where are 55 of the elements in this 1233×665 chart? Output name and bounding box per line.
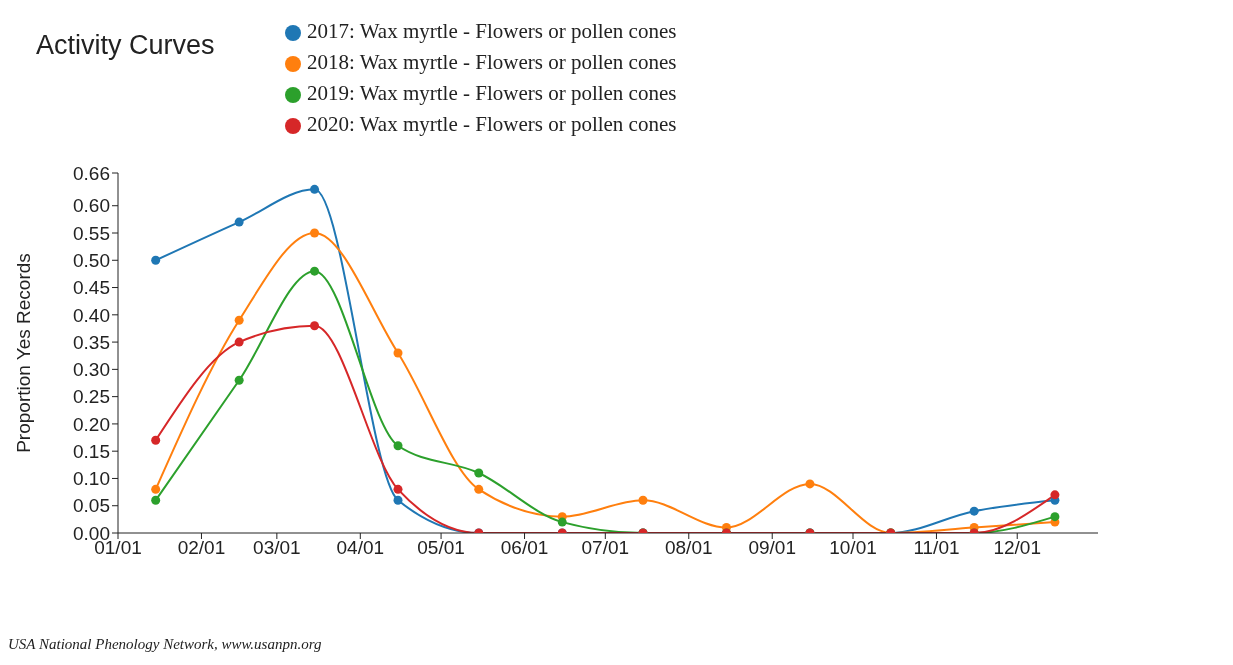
point	[234, 375, 244, 385]
y-tick-label: 0.45	[73, 277, 110, 299]
legend-label: 2020: Wax myrtle - Flowers or pollen cones	[307, 112, 677, 137]
point	[557, 517, 567, 527]
y-tick-label: 0.55	[73, 222, 110, 244]
x-tick-label: 05/01	[417, 537, 465, 559]
x-tick-label: 08/01	[665, 537, 713, 559]
legend-label: 2018: Wax myrtle - Flowers or pollen cones	[307, 50, 677, 75]
y-tick-label: 0.10	[73, 468, 110, 490]
point	[310, 266, 320, 276]
y-tick-label: 0.40	[73, 304, 110, 326]
point	[310, 184, 320, 194]
x-tick-label: 06/01	[500, 537, 549, 559]
x-tick-label: 09/01	[748, 537, 796, 559]
point	[1050, 512, 1060, 522]
x-tick-label: 10/01	[829, 537, 877, 559]
y-tick-label: 0.50	[73, 250, 110, 272]
legend-label: 2019: Wax myrtle - Flowers or pollen cones	[307, 81, 677, 106]
y-tick-label: 0.20	[73, 413, 110, 435]
point	[310, 321, 320, 331]
point	[151, 484, 161, 494]
x-tick-label: 11/01	[913, 537, 960, 559]
point	[234, 315, 244, 325]
x-tick-label: 07/01	[581, 537, 630, 559]
point	[234, 337, 244, 347]
y-tick-label: 0.25	[73, 386, 110, 408]
legend-label: 2017: Wax myrtle - Flowers or pollen cones	[307, 19, 677, 44]
x-tick-label: 12/01	[993, 537, 1041, 559]
point	[151, 255, 161, 265]
point	[474, 484, 484, 494]
chart-title: Activity Curves	[36, 30, 215, 61]
x-tick-label: 04/01	[336, 537, 385, 559]
point	[638, 495, 648, 505]
point	[151, 495, 161, 505]
point	[151, 435, 161, 445]
x-tick-label: 03/01	[253, 537, 301, 559]
y-tick-label: 0.30	[73, 359, 110, 381]
y-tick-label: 0.66	[73, 162, 110, 184]
point	[393, 495, 403, 505]
y-tick-label: 0.05	[73, 495, 110, 517]
point	[393, 348, 403, 358]
x-tick-label: 02/01	[177, 537, 226, 559]
point	[805, 479, 815, 489]
point	[310, 228, 320, 238]
y-tick-label: 0.60	[73, 195, 110, 217]
point	[234, 217, 244, 227]
point	[393, 441, 403, 451]
y-axis-title: Proportion Yes Records	[12, 253, 34, 453]
text: USA National Phenology Network, www.usanpn.org	[8, 636, 322, 653]
y-tick-label: 0.15	[73, 440, 110, 462]
point	[393, 484, 403, 494]
point	[1050, 490, 1060, 500]
y-tick-label: 0.35	[73, 331, 110, 353]
point	[474, 468, 484, 478]
point	[969, 506, 979, 516]
